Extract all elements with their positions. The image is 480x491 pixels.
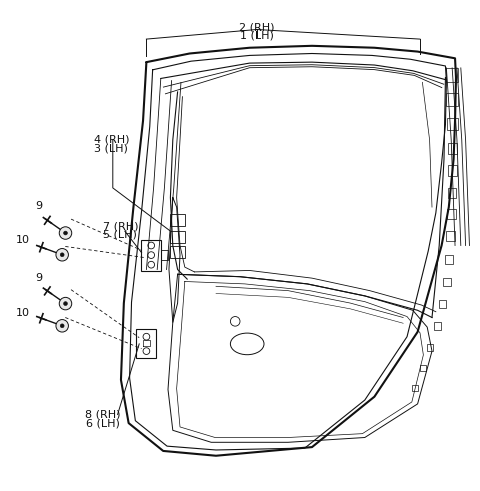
- Text: 8 (RH): 8 (RH): [85, 409, 121, 419]
- Bar: [445, 255, 453, 264]
- Bar: [448, 188, 456, 197]
- Circle shape: [63, 301, 67, 305]
- Bar: [448, 143, 457, 154]
- Text: 1 (LH): 1 (LH): [240, 30, 274, 40]
- Text: 2 (RH): 2 (RH): [239, 22, 275, 32]
- Text: 9: 9: [35, 201, 42, 211]
- Bar: [447, 210, 456, 219]
- Bar: [446, 231, 455, 241]
- Text: 3 (LH): 3 (LH): [94, 143, 128, 153]
- Circle shape: [63, 231, 67, 235]
- Bar: [443, 277, 451, 286]
- Bar: [170, 246, 185, 257]
- Text: 9: 9: [35, 273, 42, 283]
- Circle shape: [60, 253, 64, 257]
- Text: 10: 10: [16, 308, 30, 318]
- Bar: [439, 300, 446, 308]
- Bar: [448, 165, 457, 176]
- Circle shape: [59, 298, 72, 310]
- Bar: [434, 322, 441, 329]
- Bar: [141, 240, 161, 271]
- Text: 7 (RH): 7 (RH): [103, 221, 139, 231]
- Bar: [412, 385, 418, 391]
- Circle shape: [56, 248, 69, 261]
- Bar: [170, 231, 185, 243]
- Bar: [136, 329, 156, 358]
- Bar: [446, 68, 458, 82]
- Bar: [447, 118, 458, 130]
- Text: 4 (RH): 4 (RH): [94, 135, 129, 145]
- Bar: [446, 93, 458, 106]
- Text: 6 (LH): 6 (LH): [86, 418, 120, 428]
- Text: 5 (LH): 5 (LH): [103, 229, 137, 240]
- Circle shape: [56, 320, 69, 332]
- Text: 10: 10: [16, 235, 30, 245]
- Circle shape: [59, 227, 72, 239]
- Circle shape: [60, 324, 64, 327]
- Bar: [420, 364, 426, 371]
- Bar: [170, 214, 185, 226]
- Bar: [427, 344, 433, 351]
